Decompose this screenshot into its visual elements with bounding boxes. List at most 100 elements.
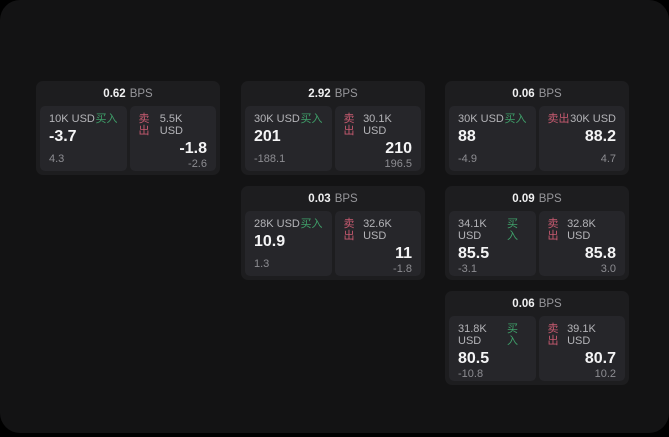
spread-unit: BPS <box>538 192 562 205</box>
buy-price: 80.5 <box>458 350 490 367</box>
sell-sub-value: -2.6 <box>188 158 207 170</box>
quote-card-6: 0.06 BPS 31.8K USD 买入 80.5 -10.8 卖出 39.1… <box>445 291 629 385</box>
sell-panel-header: 卖出 32.8K USD <box>548 218 617 242</box>
buy-side-label: 买入 <box>300 218 323 230</box>
sell-quote-panel[interactable]: 卖出 32.8K USD 85.8 3.0 <box>538 211 625 276</box>
buy-size-label: 28K USD <box>254 218 300 230</box>
sell-side-label: 卖出 <box>547 323 559 347</box>
quote-card-5: 0.09 BPS 34.1K USD 买入 85.5 -3.1 卖出 32.8K… <box>445 186 629 280</box>
buy-side-label: 买入 <box>504 113 527 125</box>
buy-panel-header: 10K USD 买入 <box>49 113 118 125</box>
spread-header: 0.09 BPS <box>445 186 629 211</box>
spread-unit: BPS <box>538 297 562 310</box>
buy-size-label: 34.1K USD <box>458 218 487 242</box>
sell-side-label: 卖出 <box>138 113 150 137</box>
sell-quote-panel[interactable]: 卖出 30.1K USD 210 196.5 <box>334 106 421 171</box>
buy-sub-value: -10.8 <box>458 368 484 380</box>
buy-panel-header: 30K USD 买入 <box>254 113 323 125</box>
buy-quote-panel[interactable]: 28K USD 买入 10.9 1.3 <box>245 211 332 276</box>
buy-size-label: 10K USD <box>49 113 95 125</box>
buy-sub-value: -3.1 <box>458 263 477 275</box>
buy-size-label: 31.8K USD <box>458 323 487 347</box>
buy-sub-value: -4.9 <box>458 153 477 165</box>
spread-header: 0.03 BPS <box>241 186 425 211</box>
sell-side-label: 卖出 <box>343 218 355 242</box>
sell-panel-header: 卖出 32.6K USD <box>344 218 413 242</box>
buy-quote-panel[interactable]: 30K USD 买入 88 -4.9 <box>449 106 536 171</box>
sell-sub-value: 4.7 <box>600 153 616 165</box>
buy-quote-panel[interactable]: 34.1K USD 买入 85.5 -3.1 <box>449 211 536 276</box>
buy-side-label: 买入 <box>506 218 518 242</box>
sell-size-label: 5.5K USD <box>159 113 183 137</box>
sell-price: 80.7 <box>584 350 616 367</box>
sell-price: 88.2 <box>584 128 616 145</box>
buy-price: -3.7 <box>49 128 77 145</box>
spread-value: 0.03 <box>308 192 331 205</box>
sell-panel-header: 卖出 5.5K USD <box>139 113 208 137</box>
sell-side-label: 卖出 <box>547 113 570 125</box>
buy-panel-header: 31.8K USD 买入 <box>458 323 527 347</box>
quote-panels: 31.8K USD 买入 80.5 -10.8 卖出 39.1K USD 80.… <box>445 316 629 385</box>
buy-panel-header: 34.1K USD 买入 <box>458 218 527 242</box>
sell-panel-header: 卖出 30.1K USD <box>344 113 413 137</box>
sell-price: 11 <box>395 245 412 262</box>
buy-side-label: 买入 <box>300 113 323 125</box>
sell-price: 85.8 <box>584 245 616 262</box>
buy-price: 10.9 <box>254 233 286 250</box>
buy-sub-value: -188.1 <box>254 153 286 165</box>
sell-price: -1.8 <box>179 140 207 157</box>
buy-size-label: 30K USD <box>254 113 300 125</box>
buy-quote-panel[interactable]: 31.8K USD 买入 80.5 -10.8 <box>449 316 536 381</box>
quote-panels: 30K USD 买入 201 -188.1 卖出 30.1K USD 210 1… <box>241 106 425 175</box>
spread-value: 0.62 <box>103 87 126 100</box>
sell-size-label: 30K USD <box>570 113 616 125</box>
sell-size-label: 32.6K USD <box>363 218 392 242</box>
quote-panels: 10K USD 买入 -3.7 4.3 卖出 5.5K USD -1.8 -2.… <box>36 106 220 175</box>
spread-unit: BPS <box>334 87 358 100</box>
spread-unit: BPS <box>538 87 562 100</box>
sell-sub-value: 10.2 <box>594 368 616 380</box>
quote-card-3: 0.06 BPS 30K USD 买入 88 -4.9 卖出 30K USD 8… <box>445 81 629 175</box>
sell-side-label: 卖出 <box>547 218 559 242</box>
buy-quote-panel[interactable]: 30K USD 买入 201 -188.1 <box>245 106 332 171</box>
quote-card-4: 0.03 BPS 28K USD 买入 10.9 1.3 卖出 32.6K US… <box>241 186 425 280</box>
sell-quote-panel[interactable]: 卖出 5.5K USD -1.8 -2.6 <box>129 106 216 171</box>
sell-panel-header: 卖出 30K USD <box>548 113 617 125</box>
sell-quote-panel[interactable]: 卖出 30K USD 88.2 4.7 <box>538 106 625 171</box>
buy-price: 85.5 <box>458 245 490 262</box>
quote-card-1: 0.62 BPS 10K USD 买入 -3.7 4.3 卖出 5.5K USD… <box>36 81 220 175</box>
sell-quote-panel[interactable]: 卖出 32.6K USD 11 -1.8 <box>334 211 421 276</box>
buy-side-label: 买入 <box>95 113 118 125</box>
quote-panels: 30K USD 买入 88 -4.9 卖出 30K USD 88.2 4.7 <box>445 106 629 175</box>
sell-sub-value: -1.8 <box>393 263 412 275</box>
buy-price: 88 <box>458 128 476 145</box>
spread-header: 0.62 BPS <box>36 81 220 106</box>
buy-side-label: 买入 <box>506 323 518 347</box>
sell-size-label: 32.8K USD <box>567 218 596 242</box>
buy-sub-value: 4.3 <box>49 153 65 165</box>
buy-sub-value: 1.3 <box>254 258 270 270</box>
buy-panel-header: 30K USD 买入 <box>458 113 527 125</box>
spread-unit: BPS <box>334 192 358 205</box>
spread-header: 2.92 BPS <box>241 81 425 106</box>
sell-quote-panel[interactable]: 卖出 39.1K USD 80.7 10.2 <box>538 316 625 381</box>
spread-value: 0.06 <box>512 87 535 100</box>
sell-sub-value: 3.0 <box>600 263 616 275</box>
spread-value: 0.06 <box>512 297 535 310</box>
buy-quote-panel[interactable]: 10K USD 买入 -3.7 4.3 <box>40 106 127 171</box>
buy-size-label: 30K USD <box>458 113 504 125</box>
sell-size-label: 39.1K USD <box>567 323 596 347</box>
quote-panels: 34.1K USD 买入 85.5 -3.1 卖出 32.8K USD 85.8… <box>445 211 629 280</box>
spread-value: 2.92 <box>308 87 331 100</box>
sell-side-label: 卖出 <box>343 113 355 137</box>
sell-size-label: 30.1K USD <box>363 113 392 137</box>
spread-unit: BPS <box>129 87 153 100</box>
buy-panel-header: 28K USD 买入 <box>254 218 323 230</box>
sell-price: 210 <box>385 140 412 157</box>
buy-price: 201 <box>254 128 281 145</box>
quote-card-2: 2.92 BPS 30K USD 买入 201 -188.1 卖出 30.1K … <box>241 81 425 175</box>
sell-panel-header: 卖出 39.1K USD <box>548 323 617 347</box>
spread-value: 0.09 <box>512 192 535 205</box>
